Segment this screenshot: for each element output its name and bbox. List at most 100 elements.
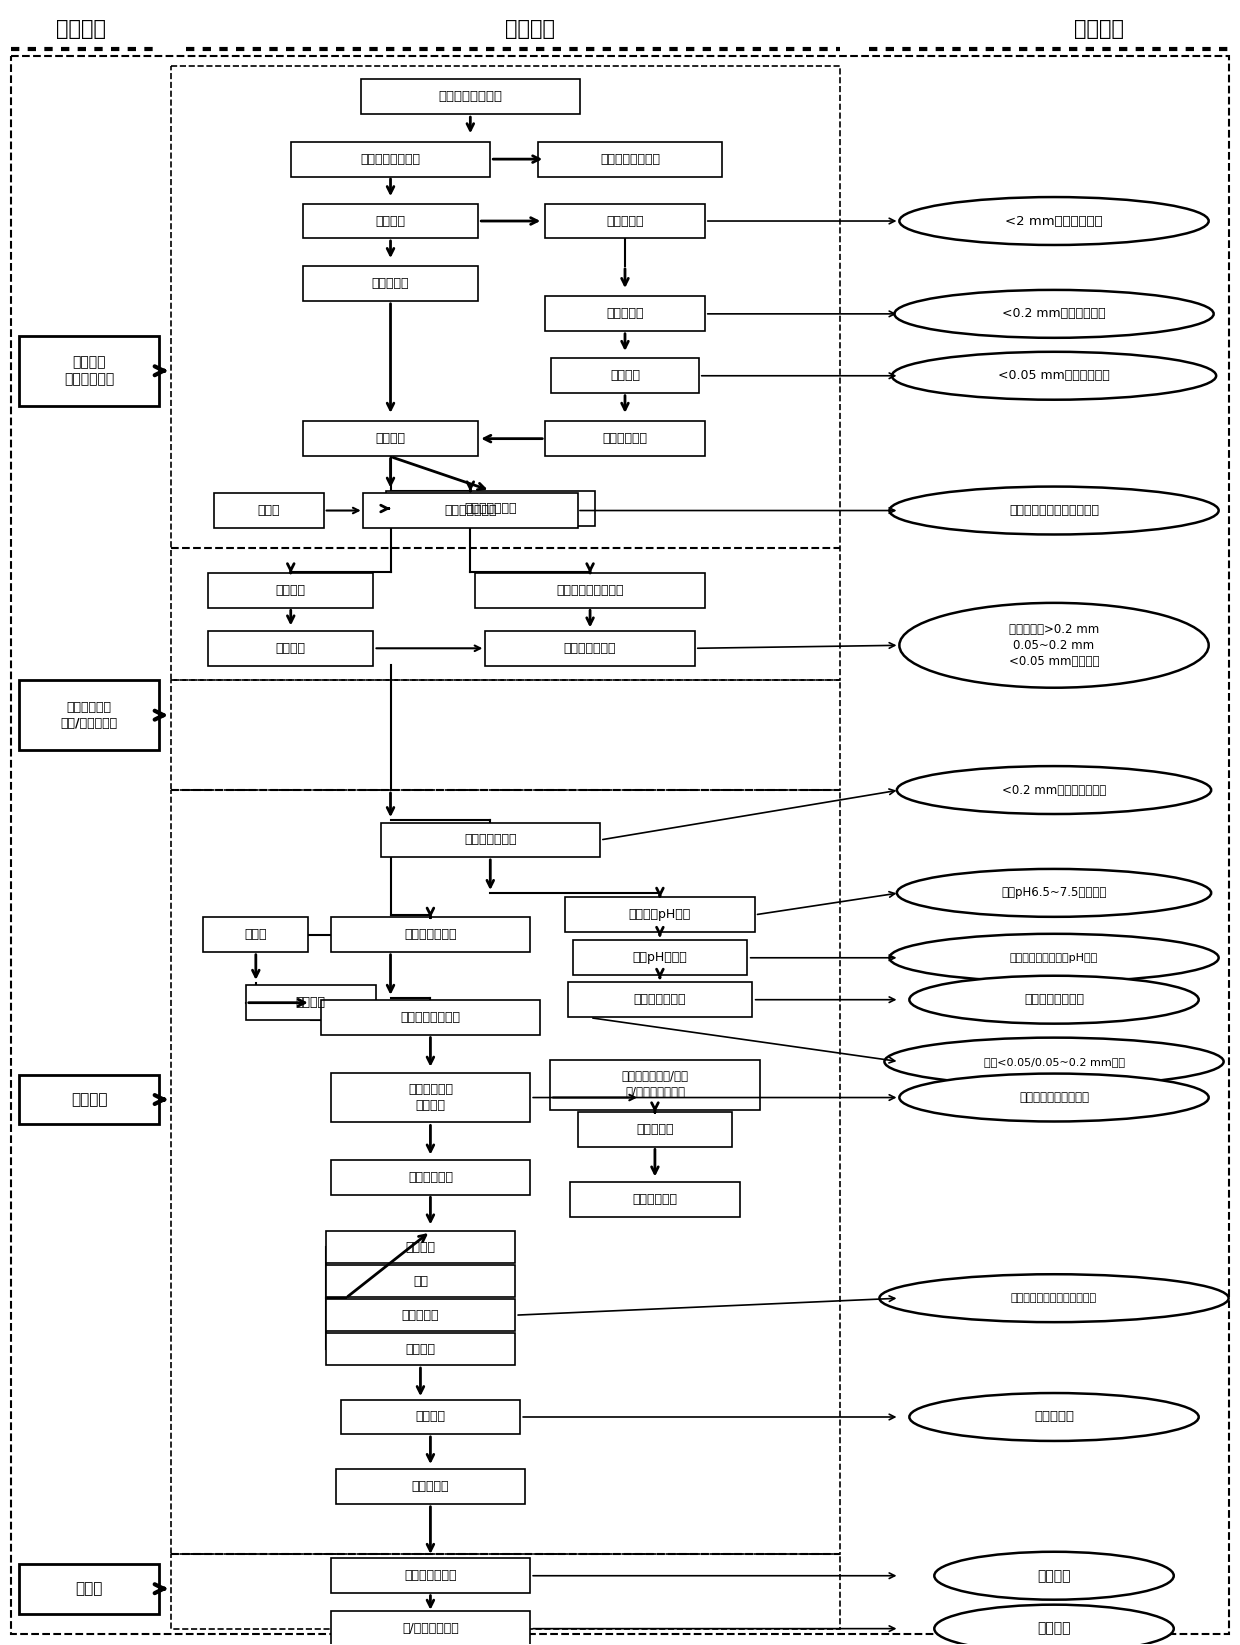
Bar <box>304 204 477 239</box>
Bar <box>538 141 722 176</box>
Text: 混合搅拌器中
药剂调理: 混合搅拌器中 药剂调理 <box>408 1082 453 1112</box>
Text: <0.05 mm土壤组分筛分: <0.05 mm土壤组分筛分 <box>998 368 1110 382</box>
Bar <box>171 66 839 681</box>
Ellipse shape <box>894 290 1214 337</box>
Text: 形成稳定态三价铬: 形成稳定态三价铬 <box>1024 994 1084 1007</box>
Bar <box>20 681 159 750</box>
Text: 筛分土壤预处理: 筛分土壤预处理 <box>464 834 517 847</box>
Bar <box>573 941 748 975</box>
Bar <box>551 1059 760 1109</box>
Text: 物料组分调配: 物料组分调配 <box>408 1171 453 1184</box>
Bar <box>304 421 477 456</box>
Text: 工艺流程: 工艺流程 <box>505 20 556 39</box>
Bar <box>363 494 578 528</box>
Text: 水回用: 水回用 <box>258 503 280 517</box>
Text: 物料投混: 物料投混 <box>415 1410 445 1423</box>
Text: 土水体系pH调节: 土水体系pH调节 <box>629 908 691 921</box>
Text: 土壤pH6.5~7.5中性环境: 土壤pH6.5~7.5中性环境 <box>1002 887 1107 900</box>
Bar <box>246 985 376 1020</box>
Text: 物料配比：土壤/煤矸
石/粉煤灰配比混合: 物料配比：土壤/煤矸 石/粉煤灰配比混合 <box>621 1069 688 1099</box>
Bar <box>546 421 704 456</box>
Bar <box>336 1469 526 1504</box>
Bar <box>20 1074 159 1125</box>
Text: 干湿混合制备土料: 干湿混合制备土料 <box>401 1012 460 1025</box>
Text: 细颗粒沉降器: 细颗粒沉降器 <box>603 433 647 446</box>
Text: 细粒级组分清洗: 细粒级组分清洗 <box>464 502 517 515</box>
Text: 风干泥饼: 风干泥饼 <box>295 997 326 1008</box>
Text: 大粒径及水体
固化/稳定化处理: 大粒径及水体 固化/稳定化处理 <box>61 701 118 730</box>
Ellipse shape <box>909 975 1199 1023</box>
Bar <box>331 1558 531 1594</box>
Text: 液相洗筛: 液相洗筛 <box>610 368 640 382</box>
Bar <box>304 266 477 301</box>
Ellipse shape <box>934 1604 1174 1645</box>
Bar <box>551 359 699 393</box>
Text: 板框压滤机脱水: 板框压滤机脱水 <box>404 928 456 941</box>
Bar <box>208 572 373 609</box>
Text: 吸滤洁净的>0.2 mm
0.05~0.2 mm
<0.05 mm土壤组分: 吸滤洁净的>0.2 mm 0.05~0.2 mm <0.05 mm土壤组分 <box>1009 623 1100 668</box>
Text: 挤砖机制备砖坯: 挤砖机制备砖坯 <box>404 1569 456 1582</box>
Text: 工艺目标: 工艺目标 <box>1074 20 1123 39</box>
Bar <box>203 918 309 952</box>
Bar <box>331 918 531 952</box>
Bar <box>20 1564 159 1614</box>
Text: 残余组分稳定化处理: 残余组分稳定化处理 <box>557 584 624 597</box>
Text: 热值: 热值 <box>413 1275 428 1288</box>
Bar <box>171 790 839 1555</box>
Text: 硅铝质量比: 硅铝质量比 <box>402 1309 439 1321</box>
Text: 六价铬还原调控: 六价铬还原调控 <box>634 994 686 1007</box>
Bar <box>568 982 753 1017</box>
Text: 污染原土初级破碎: 污染原土初级破碎 <box>600 153 660 166</box>
Bar <box>570 1181 740 1217</box>
Text: 烧结成砖: 烧结成砖 <box>1038 1622 1071 1635</box>
Ellipse shape <box>889 487 1219 535</box>
Bar <box>331 1610 531 1645</box>
Ellipse shape <box>897 767 1211 814</box>
Bar <box>331 1073 531 1122</box>
Bar <box>331 1160 531 1194</box>
Text: 待处理铬污染土壤: 待处理铬污染土壤 <box>438 90 502 102</box>
Text: 沉淀过滤: 沉淀过滤 <box>275 584 306 597</box>
Bar <box>321 1000 541 1035</box>
Text: 收集<0.05/0.05~0.2 mm组分: 收集<0.05/0.05~0.2 mm组分 <box>983 1056 1125 1066</box>
Bar <box>361 79 580 114</box>
Text: 细粒级组分清洗: 细粒级组分清洗 <box>444 503 496 517</box>
Ellipse shape <box>897 869 1211 916</box>
Bar <box>208 630 373 666</box>
Text: <0.2 mm土壤组分预处理: <0.2 mm土壤组分预处理 <box>1002 783 1106 796</box>
Text: 粒级筛分
铬的分离清洗: 粒级筛分 铬的分离清洗 <box>64 355 114 387</box>
Bar <box>290 141 490 176</box>
Bar <box>565 898 755 933</box>
Ellipse shape <box>899 197 1209 245</box>
Text: 砖烧结: 砖烧结 <box>76 1581 103 1596</box>
Bar <box>485 630 694 666</box>
Text: <0.2 mm土壤组分筛分: <0.2 mm土壤组分筛分 <box>1002 308 1106 321</box>
Bar <box>341 1400 521 1434</box>
Bar <box>475 572 704 609</box>
Bar <box>20 336 159 406</box>
Text: 砖坯制备用物料组分配比优化: 砖坯制备用物料组分配比优化 <box>1011 1293 1097 1303</box>
Bar <box>215 494 324 528</box>
Ellipse shape <box>884 1038 1224 1086</box>
Text: 均质粉碎机: 均质粉碎机 <box>372 278 409 291</box>
Text: 施加pH稳定剂: 施加pH稳定剂 <box>632 951 687 964</box>
Ellipse shape <box>899 602 1209 688</box>
Text: 制备砖坯: 制备砖坯 <box>1038 1569 1071 1582</box>
Ellipse shape <box>879 1275 1229 1323</box>
Bar <box>578 1112 733 1147</box>
Bar <box>171 681 839 790</box>
Text: 挤压式土壤破碎机: 挤压式土壤破碎机 <box>361 153 420 166</box>
Bar <box>326 1265 516 1298</box>
Text: 二级筛分: 二级筛分 <box>376 433 405 446</box>
Text: 液相筛分器: 液相筛分器 <box>606 308 644 321</box>
Ellipse shape <box>892 352 1216 400</box>
Text: 分离水相: 分离水相 <box>275 642 306 655</box>
Text: 物料制备: 物料制备 <box>71 1092 108 1107</box>
Bar <box>386 492 595 526</box>
Text: 螺旋压滤机脱水: 螺旋压滤机脱水 <box>564 642 616 655</box>
Bar <box>326 1332 516 1365</box>
Bar <box>326 1300 516 1331</box>
Text: 一级筛分: 一级筛分 <box>376 214 405 227</box>
Text: 物料均匀化: 物料均匀化 <box>1034 1410 1074 1423</box>
Text: 含水量调节: 含水量调节 <box>412 1480 449 1494</box>
